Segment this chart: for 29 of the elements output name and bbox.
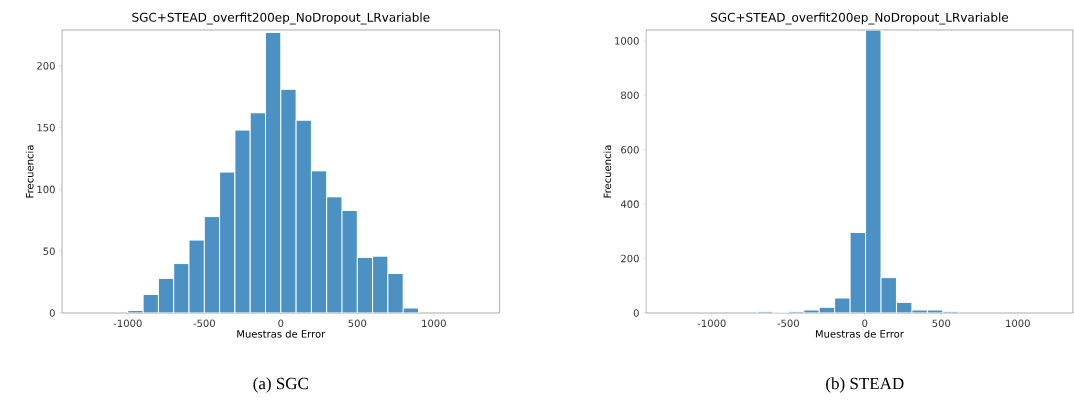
y-tick-label: 200 [37, 62, 55, 70]
x-tick-label: -1000 [113, 319, 142, 328]
y-tick-label: 1000 [615, 37, 639, 45]
x-tick-label: 500 [932, 319, 951, 328]
y-tick-label: 200 [621, 254, 639, 263]
text: (b) STEAD [826, 377, 904, 393]
text: (a) SGC [253, 377, 308, 393]
chart-title: SGC+STEAD_overfit200ep_NoDropout_LRvariable [132, 12, 430, 25]
x-tick-label: 0 [862, 319, 868, 328]
y-tick-label: 0 [633, 309, 639, 317]
y-axis-title: Frecuencia [25, 145, 34, 198]
x-tick-label: -1000 [697, 319, 726, 328]
y-tick-label: 150 [37, 123, 55, 132]
y-tick-label: 100 [37, 185, 55, 194]
y-tick-label: 50 [43, 247, 55, 255]
y-tick-label: 800 [621, 91, 639, 100]
y-tick-label: 600 [621, 145, 639, 154]
y-tick-label: 0 [49, 309, 55, 317]
x-tick-label: -500 [193, 319, 215, 328]
x-tick-label: 1000 [422, 319, 446, 328]
x-tick-label: -500 [777, 319, 799, 328]
x-axis-title: Muestras de Error [237, 329, 326, 338]
x-tick-label: 0 [278, 319, 284, 328]
y-tick-label: 400 [620, 200, 639, 208]
x-axis-title: Muestras de Error [815, 329, 904, 338]
x-tick-label: 1000 [1006, 319, 1030, 328]
y-axis-title: Frecuencia [603, 145, 612, 198]
x-tick-label: 500 [348, 319, 367, 328]
chart-title: SGC+STEAD_overfit200ep_NoDropout_LRvariable [710, 12, 1009, 25]
